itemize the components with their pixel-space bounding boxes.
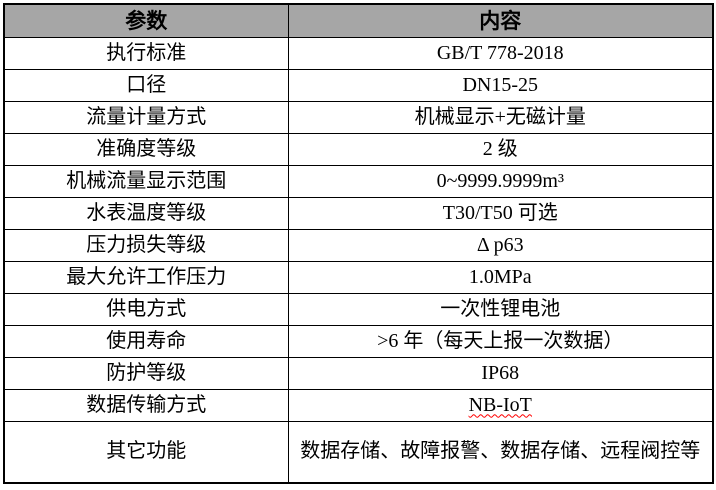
table-row: 压力损失等级 Δ p63 — [3, 228, 714, 262]
content-cell: 0~9999.9999m³ — [287, 164, 714, 198]
table-row: 防护等级 IP68 — [3, 356, 714, 390]
param-cell: 其它功能 — [3, 420, 289, 484]
param-cell: 口径 — [3, 68, 289, 102]
table-row: 准确度等级 2 级 — [3, 132, 714, 166]
header-row: 参数 内容 — [3, 3, 714, 38]
param-cell: 数据传输方式 — [3, 388, 289, 422]
content-cell: T30/T50 可选 — [287, 196, 714, 230]
param-cell: 防护等级 — [3, 356, 289, 390]
content-cell: 1.0MPa — [287, 260, 714, 294]
table-row: 供电方式 一次性锂电池 — [3, 292, 714, 326]
param-cell: 水表温度等级 — [3, 196, 289, 230]
table-row: 其它功能 数据存储、故障报警、数据存储、远程阀控等 — [3, 420, 714, 484]
param-cell: 压力损失等级 — [3, 228, 289, 262]
content-cell: DN15-25 — [287, 68, 714, 102]
table-row: 水表温度等级 T30/T50 可选 — [3, 196, 714, 230]
param-cell: 使用寿命 — [3, 324, 289, 358]
content-cell: >6 年（每天上报一次数据） — [287, 324, 714, 358]
param-column-header: 参数 — [3, 3, 289, 38]
param-cell: 执行标准 — [3, 36, 289, 70]
table-row: 使用寿命 >6 年（每天上报一次数据） — [3, 324, 714, 358]
content-cell: 2 级 — [287, 132, 714, 166]
param-cell: 供电方式 — [3, 292, 289, 326]
content-cell: NB-IoT — [287, 388, 714, 422]
content-cell: GB/T 778-2018 — [287, 36, 714, 70]
param-cell: 机械流量显示范围 — [3, 164, 289, 198]
content-cell: 数据存储、故障报警、数据存储、远程阀控等 — [287, 420, 714, 484]
content-cell: IP68 — [287, 356, 714, 390]
content-cell: 机械显示+无磁计量 — [287, 100, 714, 134]
table-row: 最大允许工作压力 1.0MPa — [3, 260, 714, 294]
content-column-header: 内容 — [287, 3, 714, 38]
table-row: 数据传输方式 NB-IoT — [3, 388, 714, 422]
param-cell: 流量计量方式 — [3, 100, 289, 134]
table-row: 流量计量方式 机械显示+无磁计量 — [3, 100, 714, 134]
param-cell: 最大允许工作压力 — [3, 260, 289, 294]
table-row: 口径 DN15-25 — [3, 68, 714, 102]
content-cell: Δ p63 — [287, 228, 714, 262]
spellcheck-underlined-text: NB-IoT — [468, 393, 532, 416]
spec-table: 参数 内容 执行标准 GB/T 778-2018 口径 DN15-25 流量计量… — [3, 3, 714, 484]
content-cell: 一次性锂电池 — [287, 292, 714, 326]
table-row: 执行标准 GB/T 778-2018 — [3, 36, 714, 70]
param-cell: 准确度等级 — [3, 132, 289, 166]
table-row: 机械流量显示范围 0~9999.9999m³ — [3, 164, 714, 198]
